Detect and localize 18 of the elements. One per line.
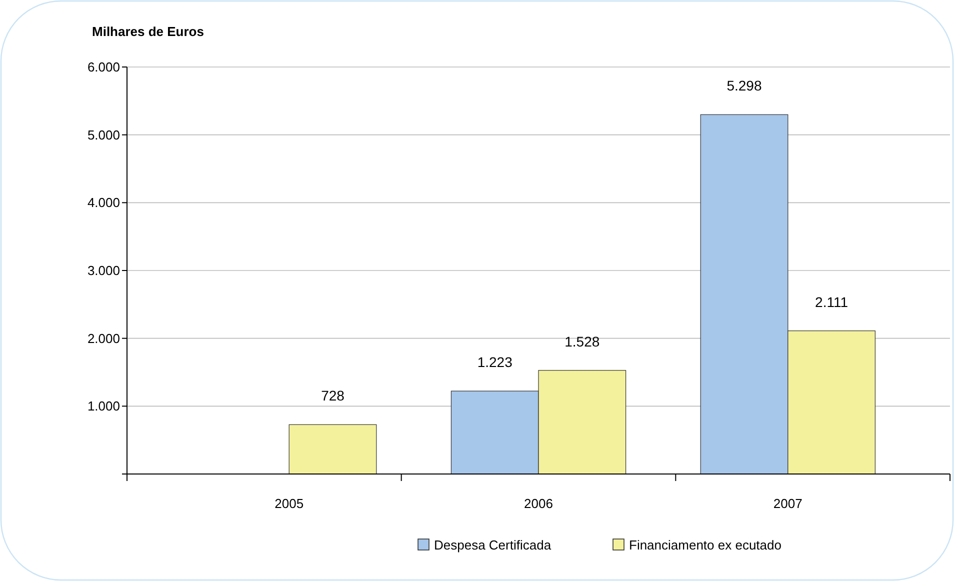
y-tick-label: 1.000 xyxy=(87,398,120,414)
data-label: 728 xyxy=(321,388,345,404)
bar xyxy=(288,424,377,474)
y-tick-label: 4.000 xyxy=(87,195,120,210)
y-tick-label: 6.000 xyxy=(87,60,120,75)
data-label: 2.111 xyxy=(815,294,848,310)
x-tick-label: 2007 xyxy=(773,496,802,511)
data-label: 5.298 xyxy=(726,78,762,94)
y-tick-label: 5.000 xyxy=(87,127,120,142)
x-tick-label: 2006 xyxy=(524,496,553,511)
y-tick-label: 3.000 xyxy=(87,263,120,278)
y-tick-label: 2.000 xyxy=(87,330,120,346)
data-label: 1.528 xyxy=(564,333,600,350)
data-label: 1.223 xyxy=(477,354,513,370)
legend-label: Financiamento ex ecutado xyxy=(629,538,782,553)
x-tick-label: 2005 xyxy=(274,496,304,511)
y-axis-title: Milhares de Euros xyxy=(92,24,204,39)
legend-label: Despesa Certificada xyxy=(434,538,552,553)
